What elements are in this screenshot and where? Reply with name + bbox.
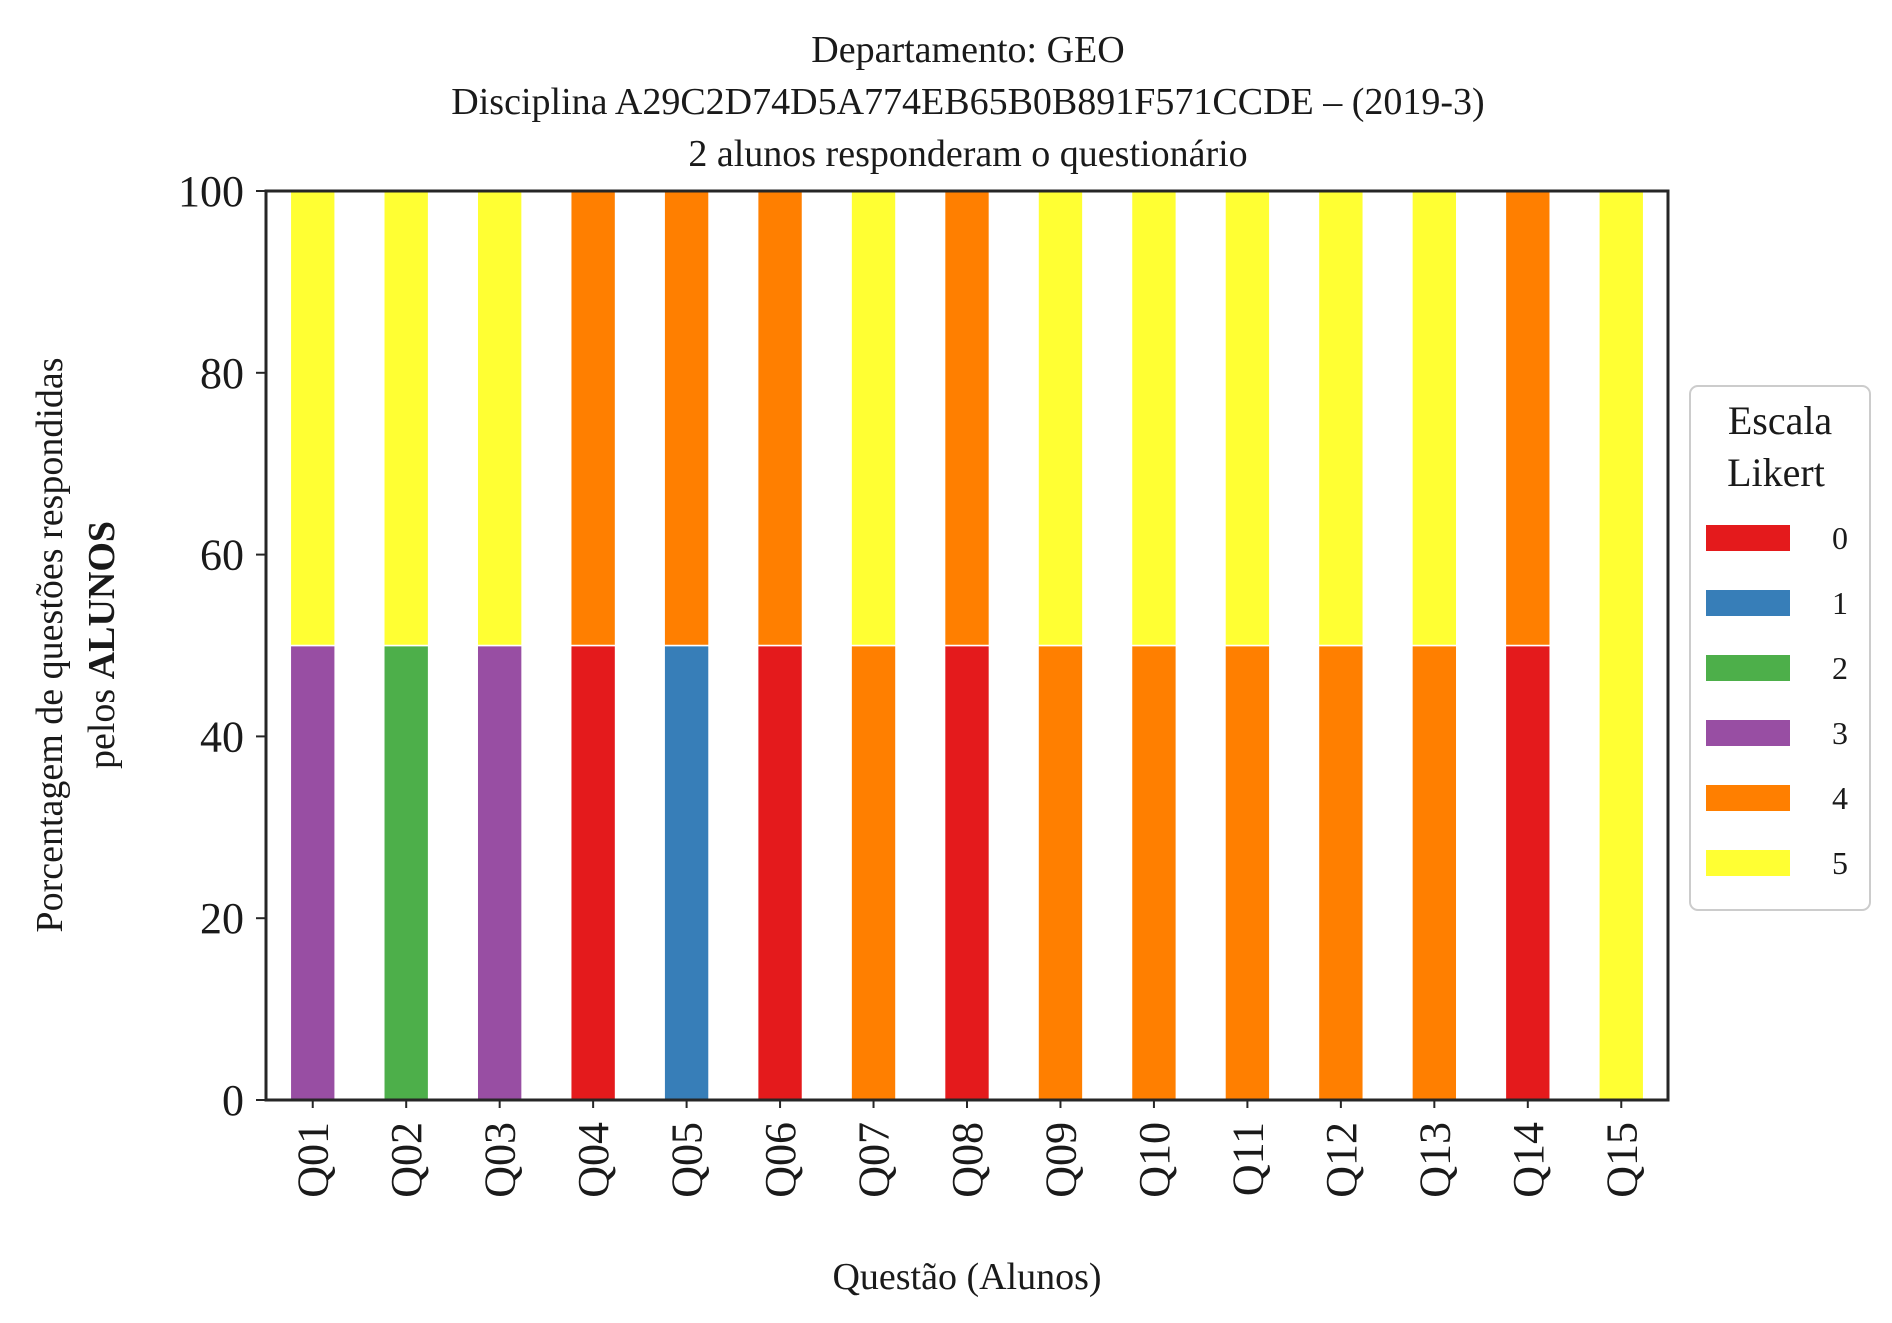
bar-q11-likert-4 xyxy=(1224,644,1271,1101)
bar-q03-likert-5 xyxy=(476,190,523,647)
legend-swatch-1 xyxy=(1706,590,1790,616)
x-tick-label: Q15 xyxy=(1597,1122,1646,1198)
bar-q07-likert-5 xyxy=(850,190,897,647)
legend-swatch-3 xyxy=(1706,720,1790,746)
bar-q11-likert-5 xyxy=(1224,190,1271,647)
bar-q09-likert-4 xyxy=(1037,644,1084,1101)
bar-q13-likert-5 xyxy=(1411,190,1458,647)
bars-group xyxy=(289,190,1645,1101)
legend-title-line-1: Escala xyxy=(1728,398,1833,443)
y-tick-label: 60 xyxy=(200,531,244,580)
x-tick-label: Q05 xyxy=(663,1122,712,1198)
legend-label-5: 5 xyxy=(1832,845,1848,881)
legend-label-1: 1 xyxy=(1832,585,1848,621)
legend-swatch-5 xyxy=(1706,850,1790,876)
x-tick-label: Q06 xyxy=(756,1122,805,1198)
legend-swatch-0 xyxy=(1706,525,1790,551)
x-tick-label: Q12 xyxy=(1317,1122,1366,1198)
legend-label-4: 4 xyxy=(1832,780,1848,816)
x-tick-label: Q11 xyxy=(1223,1122,1272,1196)
x-tick-label: Q01 xyxy=(289,1122,338,1198)
legend-box xyxy=(1689,385,1871,911)
bar-q08-likert-4 xyxy=(943,190,991,647)
legend: Escala Likert 0 1 2 3 4 5 xyxy=(1689,385,1871,911)
bar-q03-likert-3 xyxy=(476,644,523,1101)
bar-q05-likert-1 xyxy=(663,644,710,1101)
chart-title-line-3: 2 alunos responderam o questionário xyxy=(688,133,1247,175)
bar-q12-likert-5 xyxy=(1317,190,1365,647)
legend-label-2: 2 xyxy=(1832,650,1848,686)
x-tick-label: Q13 xyxy=(1410,1122,1459,1198)
y-axis-label-prefix: pelos xyxy=(81,679,123,769)
bar-q01-likert-3 xyxy=(289,644,336,1101)
bar-q02-likert-5 xyxy=(383,190,430,647)
x-tick-label: Q10 xyxy=(1130,1122,1179,1198)
y-tick-label: 20 xyxy=(200,894,244,943)
bar-q09-likert-5 xyxy=(1037,190,1084,647)
legend-label-3: 3 xyxy=(1832,715,1848,751)
bar-q06-likert-4 xyxy=(756,190,804,647)
x-tick-label: Q07 xyxy=(850,1122,899,1198)
x-tick-label: Q08 xyxy=(943,1122,992,1198)
bar-q10-likert-4 xyxy=(1130,644,1178,1101)
legend-swatch-4 xyxy=(1706,785,1790,811)
legend-title-line-2: Likert xyxy=(1727,450,1825,495)
y-tick-label: 40 xyxy=(200,712,244,761)
x-tick-label: Q03 xyxy=(476,1122,525,1198)
y-tick-label: 0 xyxy=(222,1076,244,1125)
bar-q14-likert-4 xyxy=(1504,190,1551,647)
y-axis-label-line-2: pelos ALUNOS xyxy=(81,521,123,769)
y-tick-label: 80 xyxy=(200,349,244,398)
bar-q02-likert-2 xyxy=(383,644,430,1101)
x-tick-label: Q02 xyxy=(382,1122,431,1198)
x-tick-label: Q14 xyxy=(1504,1122,1553,1198)
bar-q06-likert-0 xyxy=(756,644,804,1101)
bar-q07-likert-4 xyxy=(850,644,897,1101)
y-axis-ticks: 0 20 40 60 80 100 xyxy=(178,167,266,1125)
bar-q04-likert-4 xyxy=(569,190,617,647)
bar-q14-likert-0 xyxy=(1504,644,1551,1101)
bar-q10-likert-5 xyxy=(1130,190,1178,647)
legend-items: 0 1 2 3 4 5 xyxy=(1706,520,1848,881)
bar-q05-likert-4 xyxy=(663,190,710,647)
y-axis-label-bold: ALUNOS xyxy=(81,521,123,679)
y-tick-label: 100 xyxy=(178,167,244,216)
bar-q15-likert-5 xyxy=(1598,190,1645,1101)
legend-label-0: 0 xyxy=(1832,520,1848,556)
legend-swatch-2 xyxy=(1706,655,1790,681)
x-axis-label: Questão (Alunos) xyxy=(832,1256,1101,1298)
bar-q13-likert-4 xyxy=(1411,644,1458,1101)
chart-title-line-2: Disciplina A29C2D74D5A774EB65B0B891F571C… xyxy=(451,81,1484,123)
bar-q01-likert-5 xyxy=(289,190,336,647)
bar-q08-likert-0 xyxy=(943,644,991,1101)
x-tick-label: Q04 xyxy=(569,1122,618,1198)
bar-q12-likert-4 xyxy=(1317,644,1365,1101)
bar-q04-likert-0 xyxy=(569,644,617,1101)
x-axis-ticks: Q01 Q02 Q03 Q04 Q05 Q06 Q07 Q08 Q09 Q10 Q11 Q12 Q13 Q… xyxy=(289,1100,1646,1198)
x-tick-label: Q09 xyxy=(1036,1122,1085,1198)
y-axis-label-line-1: Porcentagem de questões respondidas xyxy=(29,357,71,932)
chart-title-line-1: Departamento: GEO xyxy=(811,29,1124,71)
